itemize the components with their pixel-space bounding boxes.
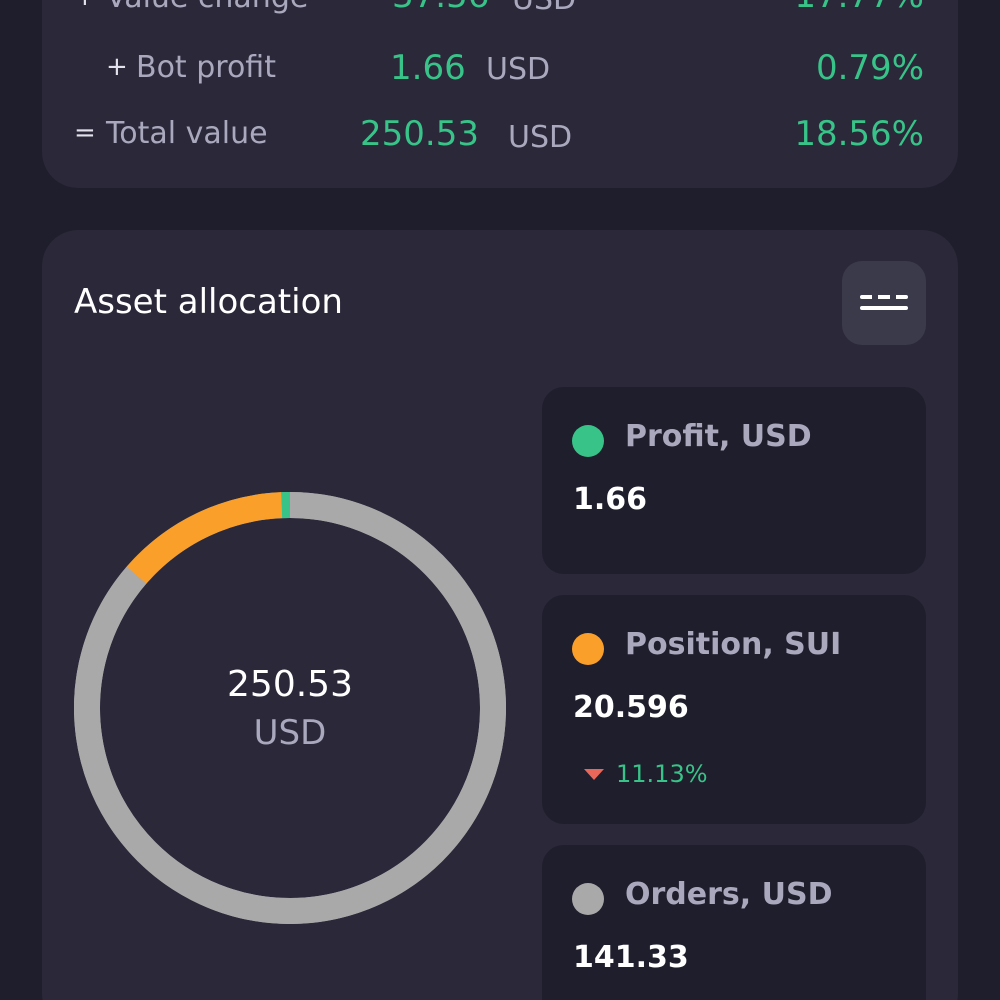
donut-total-unit: USD (253, 712, 327, 753)
donut-slice-2 (74, 492, 506, 924)
down-triangle-icon (584, 768, 604, 780)
legend-value: 1.66 (573, 482, 648, 517)
legend-label: Profit, USD (625, 419, 812, 454)
legend-label: Position, SUI (625, 627, 842, 662)
legend-card-orders[interactable]: Orders, USD 141.33 (542, 845, 926, 1000)
summary-amount: 1.66 (390, 48, 466, 88)
legend-dot (572, 883, 604, 915)
summary-unit: USD (508, 120, 573, 155)
summary-label: Value change (106, 0, 308, 15)
view-options-button[interactable] (842, 261, 926, 345)
summary-operator: + (106, 52, 128, 82)
legend-dot (572, 633, 604, 665)
summary-operator: = (74, 118, 96, 148)
legend-value: 141.33 (573, 940, 689, 975)
change-percent: 11.13% (616, 760, 708, 788)
donut-center: 250.53 USD (74, 492, 506, 924)
summary-unit: USD (512, 0, 576, 17)
section-title: Asset allocation (74, 282, 343, 322)
summary-amount: 250.53 (360, 114, 479, 154)
legend-value: 20.596 (573, 690, 689, 725)
menu-icon-line (860, 306, 908, 310)
donut-total-value: 250.53 (227, 663, 353, 705)
summary-percent: 18.56% (794, 114, 924, 154)
legend-label: Orders, USD (625, 877, 833, 912)
position-change: 11.13% (584, 759, 708, 789)
summary-percent: 17.77% (794, 0, 924, 16)
summary-operator: + (74, 0, 96, 12)
summary-label: Total value (106, 116, 268, 151)
legend-dot (572, 425, 604, 457)
legend-card-position[interactable]: Position, SUI 20.596 11.13% (542, 595, 926, 824)
donut-svg (74, 492, 506, 924)
legend-card-profit[interactable]: Profit, USD 1.66 (542, 387, 926, 574)
summary-amount: 37.56 (392, 0, 489, 16)
asset-allocation-card: Asset allocation 250.53 USD Profit, USD … (42, 230, 958, 1000)
donut-slice-1 (126, 492, 283, 584)
summary-row-total-value: = Total value 250.53 USD 18.56% (42, 108, 958, 168)
summary-unit: USD (486, 52, 551, 87)
value-summary-card: + Value change 37.56 USD 17.77% + Bot pr… (42, 0, 958, 188)
summary-label: Bot profit (136, 50, 276, 85)
summary-row-bot-profit: + Bot profit 1.66 USD 0.79% (42, 42, 958, 102)
summary-percent: 0.79% (815, 48, 924, 88)
allocation-donut-chart: 250.53 USD (74, 492, 506, 924)
menu-icon (860, 295, 908, 299)
summary-row-value-change: + Value change 37.56 USD 17.77% (42, 0, 958, 32)
